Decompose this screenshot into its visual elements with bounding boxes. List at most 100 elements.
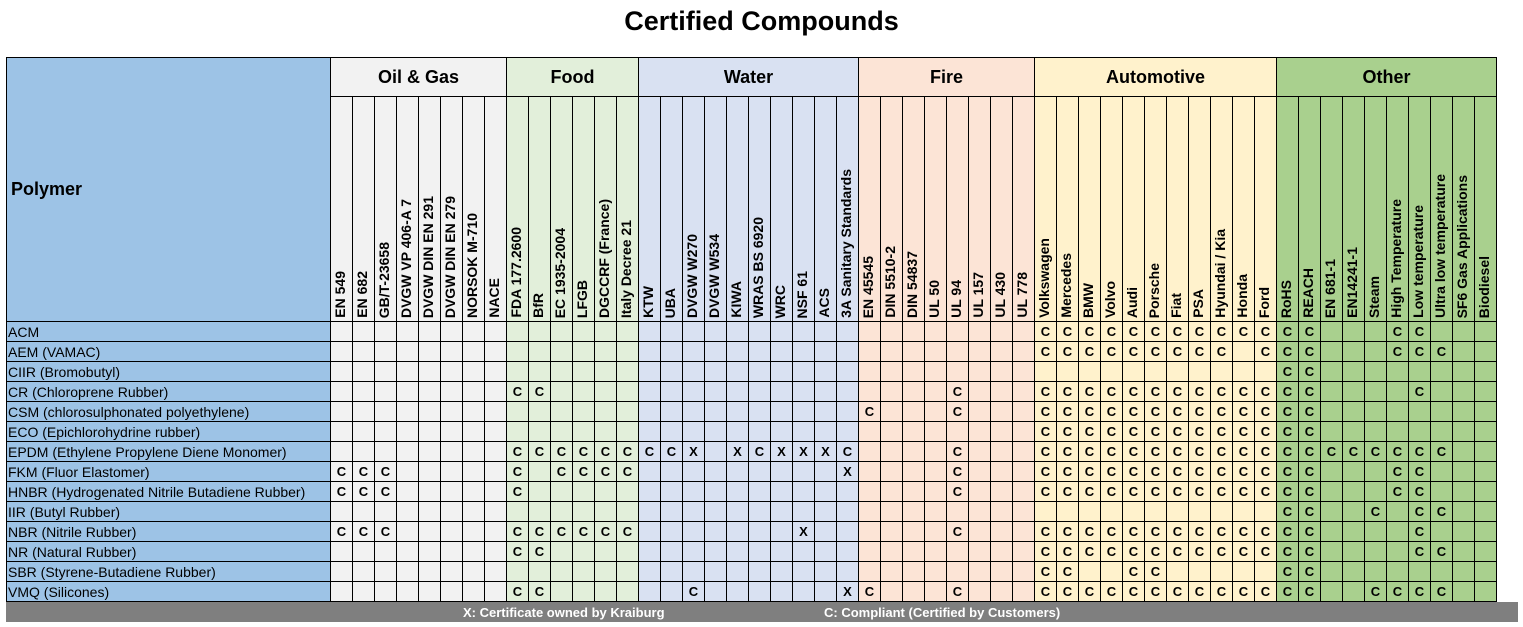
- certification-cell: C: [506, 581, 529, 602]
- certification-cell: [594, 541, 617, 562]
- standard-label: WRAS BS 6920: [750, 216, 766, 318]
- certification-cell: [1342, 321, 1365, 342]
- group-header-water: Water: [638, 57, 859, 97]
- certification-cell: [418, 381, 441, 402]
- certification-cell: [1012, 381, 1035, 402]
- certification-cell: [352, 421, 375, 442]
- certification-cell: [682, 461, 705, 482]
- certification-cell: [1188, 561, 1211, 582]
- polymer-column-header: Polymer: [6, 57, 331, 322]
- certification-cell: C: [1298, 421, 1321, 442]
- certification-cell: [1320, 501, 1343, 522]
- certification-cell: [396, 541, 419, 562]
- certification-cell: [682, 561, 705, 582]
- certification-cell: [792, 561, 815, 582]
- certification-cell: [1320, 521, 1343, 542]
- certification-cell: [1012, 581, 1035, 602]
- certification-cell: [1012, 421, 1035, 442]
- certification-cell: [1144, 501, 1167, 522]
- certification-cell: [352, 541, 375, 562]
- certification-cell: X: [836, 461, 859, 482]
- certification-cell: [1386, 381, 1409, 402]
- certification-cell: [1012, 361, 1035, 382]
- certification-cell: [946, 501, 969, 522]
- certification-cell: C: [1078, 461, 1101, 482]
- certification-cell: [1452, 561, 1475, 582]
- standard-header: FDA 177.2600: [506, 96, 529, 322]
- certification-cell: [814, 461, 837, 482]
- certification-cell: C: [946, 381, 969, 402]
- certification-cell: C: [1166, 441, 1189, 462]
- certification-cell: C: [1188, 381, 1211, 402]
- certification-cell: [1056, 361, 1079, 382]
- standard-header: ACS: [814, 96, 837, 322]
- certification-cell: [726, 461, 749, 482]
- certification-cell: [374, 341, 397, 362]
- certification-cell: [462, 561, 485, 582]
- certification-cell: [880, 561, 903, 582]
- certification-cell: [1452, 341, 1475, 362]
- polymer-name: HNBR (Hydrogenated Nitrile Butadiene Rub…: [6, 481, 331, 502]
- certification-cell: C: [528, 541, 551, 562]
- certification-cell: C: [1364, 581, 1387, 602]
- certification-cell: [858, 441, 881, 462]
- certification-cell: C: [528, 521, 551, 542]
- certification-cell: C: [1408, 321, 1431, 342]
- certification-cell: [638, 561, 661, 582]
- certification-cell: [770, 481, 793, 502]
- certification-cell: C: [1034, 441, 1057, 462]
- certification-cell: C: [330, 481, 353, 502]
- certification-cell: [1386, 541, 1409, 562]
- standard-label: Ford: [1256, 286, 1272, 318]
- certification-cell: [1320, 341, 1343, 362]
- certification-cell: [1320, 421, 1343, 442]
- certification-cell: [1012, 541, 1035, 562]
- certification-cell: [1012, 441, 1035, 462]
- standard-label: EN14241-1: [1344, 247, 1360, 318]
- certification-cell: C: [352, 461, 375, 482]
- certification-cell: C: [1254, 541, 1277, 562]
- certification-cell: [418, 321, 441, 342]
- certification-cell: [1320, 481, 1343, 502]
- certification-cell: [484, 541, 507, 562]
- certification-cell: [946, 421, 969, 442]
- certification-cell: C: [1232, 581, 1255, 602]
- certification-cell: [440, 361, 463, 382]
- certification-cell: [990, 421, 1013, 442]
- certification-cell: [770, 521, 793, 542]
- standard-label: EN 45545: [860, 255, 876, 318]
- certification-cell: [1232, 361, 1255, 382]
- certification-cell: [880, 581, 903, 602]
- certification-cell: C: [1034, 481, 1057, 502]
- certification-cell: C: [1122, 441, 1145, 462]
- certification-cell: C: [1408, 581, 1431, 602]
- certification-cell: [1012, 341, 1035, 362]
- standard-label: SF6 Gas Applications: [1454, 174, 1470, 318]
- certification-cell: [484, 461, 507, 482]
- certification-cell: [1452, 441, 1475, 462]
- certification-cell: [440, 341, 463, 362]
- certification-cell: [462, 501, 485, 522]
- certification-cell: C: [1210, 581, 1233, 602]
- certification-cell: [396, 561, 419, 582]
- certification-cell: [990, 481, 1013, 502]
- certification-cell: C: [1188, 401, 1211, 422]
- certification-cell: C: [1430, 541, 1453, 562]
- certification-cell: C: [1408, 461, 1431, 482]
- certification-cell: [1078, 501, 1101, 522]
- certification-cell: C: [1056, 541, 1079, 562]
- certification-cell: C: [1298, 341, 1321, 362]
- certification-cell: [880, 341, 903, 362]
- certification-cell: [638, 341, 661, 362]
- standard-header: DIN 54837: [902, 96, 925, 322]
- certification-cell: [990, 521, 1013, 542]
- certification-cell: C: [1276, 341, 1299, 362]
- standard-label: Biodiesel: [1476, 255, 1492, 318]
- polymer-name: ECO (Epichlorohydrine rubber): [6, 421, 331, 442]
- certification-cell: C: [1232, 401, 1255, 422]
- certification-cell: [792, 401, 815, 422]
- certification-cell: [1342, 541, 1365, 562]
- certification-cell: [484, 561, 507, 582]
- certification-cell: [440, 381, 463, 402]
- certification-cell: [968, 341, 991, 362]
